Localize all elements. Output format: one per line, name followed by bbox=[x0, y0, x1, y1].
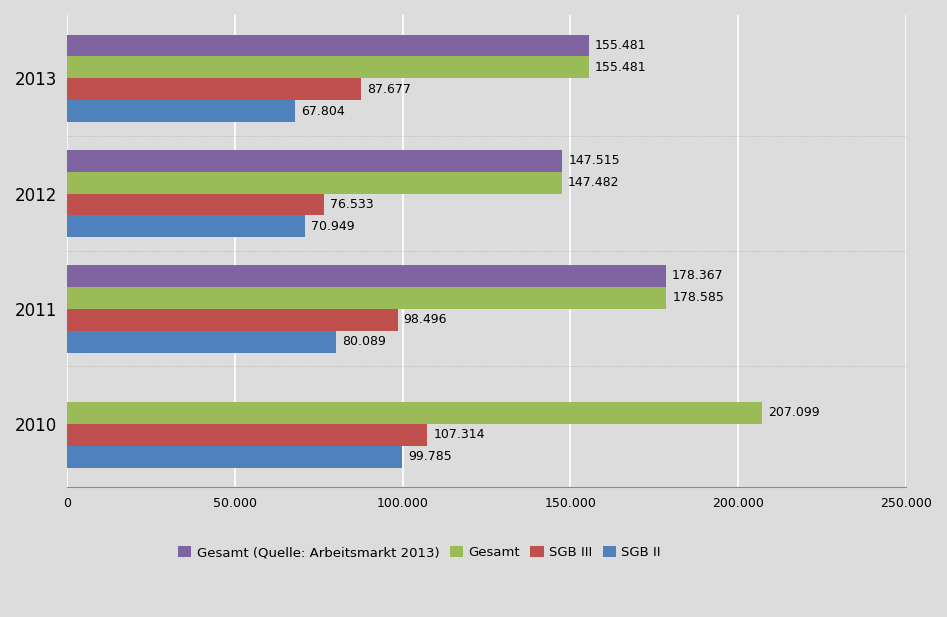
Bar bbox=[67, 446, 402, 468]
Bar bbox=[67, 287, 667, 308]
Text: 99.785: 99.785 bbox=[408, 450, 452, 463]
Bar bbox=[67, 424, 427, 446]
Bar bbox=[67, 35, 589, 57]
Bar bbox=[67, 331, 336, 352]
Bar bbox=[67, 194, 324, 215]
Bar bbox=[67, 215, 305, 238]
Bar bbox=[67, 57, 589, 78]
Text: 107.314: 107.314 bbox=[434, 428, 485, 441]
Bar bbox=[67, 308, 398, 331]
Text: 87.677: 87.677 bbox=[367, 83, 411, 96]
Text: 80.089: 80.089 bbox=[342, 335, 385, 348]
Text: 155.481: 155.481 bbox=[595, 39, 647, 52]
Bar bbox=[67, 265, 666, 287]
Text: 207.099: 207.099 bbox=[768, 407, 820, 420]
Bar bbox=[67, 78, 362, 100]
Text: 76.533: 76.533 bbox=[330, 198, 374, 211]
Text: 67.804: 67.804 bbox=[301, 105, 345, 118]
Text: 147.482: 147.482 bbox=[568, 176, 619, 189]
Text: 147.515: 147.515 bbox=[568, 154, 619, 167]
Legend: Gesamt (Quelle: Arbeitsmarkt 2013), Gesamt, SGB III, SGB II: Gesamt (Quelle: Arbeitsmarkt 2013), Gesa… bbox=[173, 541, 666, 565]
Text: 178.585: 178.585 bbox=[672, 291, 724, 304]
Bar bbox=[67, 172, 562, 194]
Bar bbox=[67, 100, 295, 122]
Text: 98.496: 98.496 bbox=[403, 313, 447, 326]
Bar bbox=[67, 150, 563, 172]
Text: 178.367: 178.367 bbox=[671, 270, 724, 283]
Text: 70.949: 70.949 bbox=[312, 220, 355, 233]
Text: 155.481: 155.481 bbox=[595, 61, 647, 74]
Bar bbox=[67, 402, 762, 424]
